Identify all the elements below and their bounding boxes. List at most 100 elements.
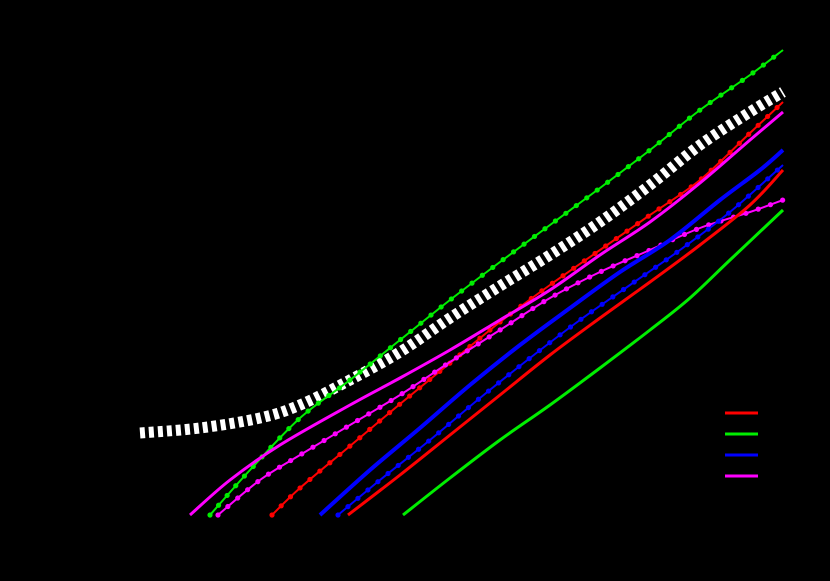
data-marker: [767, 202, 774, 208]
data-marker: [571, 265, 577, 271]
data-marker: [446, 421, 452, 428]
data-marker: [605, 179, 611, 185]
data-marker: [615, 171, 621, 178]
data-marker: [387, 345, 394, 351]
series-white-thick-dashed: [139, 87, 786, 439]
data-marker: [656, 140, 662, 146]
data-marker: [255, 479, 261, 485]
data-marker: [510, 249, 517, 255]
data-marker: [552, 218, 559, 224]
data-marker: [465, 404, 472, 411]
data-marker: [426, 438, 432, 444]
data-marker: [407, 393, 413, 399]
data-marker: [428, 312, 434, 318]
data-marker: [415, 446, 422, 452]
data-marker: [774, 167, 780, 173]
data-marker: [755, 122, 761, 128]
data-marker: [347, 377, 353, 383]
data-marker: [277, 435, 283, 441]
data-marker: [676, 123, 682, 129]
data-marker: [310, 444, 316, 450]
data-marker: [539, 288, 545, 294]
data-marker: [233, 483, 239, 489]
data-marker: [598, 268, 604, 274]
data-marker: [746, 131, 752, 137]
data-marker: [774, 104, 780, 111]
series-layer: [139, 49, 786, 518]
data-marker: [599, 301, 605, 307]
data-marker: [575, 280, 581, 286]
data-marker: [500, 257, 506, 263]
data-marker: [385, 470, 391, 477]
data-marker: [367, 426, 373, 432]
data-marker: [634, 253, 640, 259]
data-marker: [736, 140, 742, 146]
data-marker: [485, 388, 492, 394]
data-marker: [224, 492, 230, 499]
data-marker: [681, 231, 688, 237]
data-marker: [531, 233, 538, 240]
data-marker: [269, 512, 275, 518]
data-marker: [347, 443, 353, 449]
data-marker: [530, 305, 536, 312]
data-marker: [516, 364, 522, 370]
data-marker: [624, 228, 630, 234]
series-blue-dotted: [335, 164, 784, 518]
data-marker: [397, 336, 404, 343]
data-marker: [610, 294, 616, 300]
data-marker: [588, 309, 595, 315]
data-marker: [405, 454, 411, 460]
data-marker: [581, 258, 587, 264]
data-marker: [684, 242, 690, 248]
data-marker: [295, 416, 301, 423]
data-marker: [326, 392, 332, 399]
data-marker: [497, 327, 503, 333]
data-marker: [610, 263, 616, 269]
data-marker: [288, 457, 294, 464]
legend: [725, 411, 758, 478]
data-marker: [578, 316, 584, 322]
data-marker: [388, 397, 394, 404]
data-marker: [265, 471, 272, 477]
data-marker: [286, 425, 292, 432]
data-marker: [736, 202, 742, 208]
data-marker: [667, 199, 673, 205]
data-marker: [459, 288, 465, 294]
data-marker: [357, 369, 363, 375]
data-marker: [438, 304, 444, 310]
data-marker: [603, 243, 609, 249]
data-marker: [487, 327, 493, 333]
data-marker: [377, 404, 383, 410]
data-marker: [377, 353, 383, 359]
data-marker: [377, 418, 383, 424]
data-marker: [337, 451, 343, 458]
series-line: [189, 110, 784, 517]
data-marker: [718, 92, 724, 98]
data-marker: [317, 468, 323, 474]
data-marker: [750, 70, 756, 76]
data-marker: [299, 451, 305, 457]
data-marker: [287, 494, 294, 500]
data-marker: [427, 376, 433, 383]
data-marker: [743, 210, 749, 216]
data-marker: [765, 113, 771, 120]
data-marker: [715, 218, 722, 224]
data-marker: [663, 257, 669, 263]
data-marker: [486, 334, 492, 340]
data-marker: [305, 408, 311, 414]
data-marker: [479, 272, 485, 278]
series-green-solid: [402, 208, 785, 517]
data-marker: [729, 85, 735, 91]
data-marker: [592, 250, 598, 257]
series-line: [347, 168, 785, 517]
series-red-solid: [347, 168, 785, 517]
data-marker: [536, 348, 543, 354]
data-marker: [739, 77, 745, 83]
data-marker: [594, 187, 600, 193]
data-marker: [707, 99, 713, 106]
data-marker: [613, 235, 619, 242]
data-marker: [567, 324, 574, 330]
data-marker: [705, 226, 711, 232]
data-marker: [365, 487, 371, 493]
data-marker: [410, 383, 416, 390]
